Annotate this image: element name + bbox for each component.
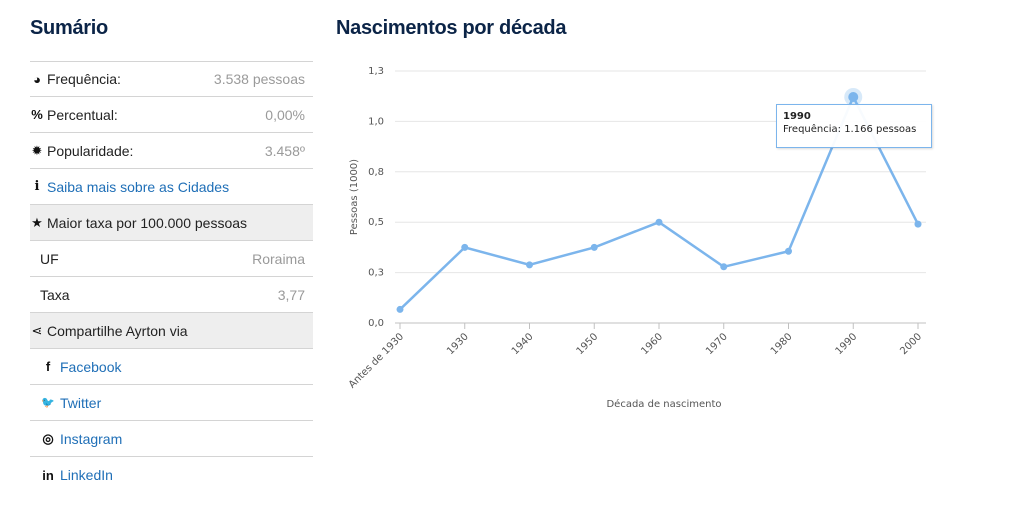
share-icon: ⋖ <box>31 322 43 338</box>
twitter-link[interactable]: Twitter <box>60 394 102 411</box>
births-chart: 0,0 0,3 0,5 0,8 1,0 1,3 Antes de 1930 1930 1940… <box>347 66 926 410</box>
percent-label: Percentual: <box>47 106 118 123</box>
data-point[interactable] <box>785 247 792 255</box>
share-header: Compartilhe Ayrton via <box>47 322 188 339</box>
popularity-value: 3.458º <box>264 142 305 159</box>
uf-value: Roraima <box>252 250 305 267</box>
taxa-value: 3,77 <box>277 286 305 303</box>
x-tick-label: 1970 <box>704 331 730 357</box>
data-point[interactable] <box>396 305 404 313</box>
popularity-row: ✹ Popularidade: 3.458º <box>30 133 313 169</box>
x-tick-label: 2000 <box>898 331 924 357</box>
x-tick-label: 1950 <box>575 331 601 357</box>
data-point[interactable] <box>720 263 728 271</box>
taxa-row: Taxa 3,77 <box>30 277 313 313</box>
instagram-icon: ◎ <box>42 430 54 446</box>
rate-header-row: ★ Maior taxa por 100.000 pessoas <box>30 205 313 241</box>
tooltip-text: Frequência: 1.166 pessoas <box>783 124 917 135</box>
info-icon: i <box>34 179 40 194</box>
uf-row: UF Roraima <box>30 241 313 277</box>
cities-info-link[interactable]: Saiba mais sobre as Cidades <box>47 178 230 195</box>
tooltip-title: 1990 <box>783 111 811 122</box>
linkedin-link[interactable]: LinkedIn <box>60 467 113 483</box>
percent-icon: % <box>31 107 43 122</box>
x-tick-label: 1980 <box>769 331 795 357</box>
summary-title: Sumário <box>30 17 108 39</box>
percent-row: % Percentual: 0,00% <box>30 97 313 133</box>
data-point[interactable] <box>655 218 663 226</box>
y-tick-label: 0,8 <box>368 167 384 178</box>
data-point[interactable] <box>848 91 859 102</box>
summary-table: ◕ Frequência: 3.538 pessoas % Percentual: … <box>30 61 313 493</box>
y-tick-label: 1,0 <box>368 116 384 127</box>
y-tick-label: 0,0 <box>368 318 384 329</box>
share-facebook[interactable]: f Facebook <box>30 349 313 385</box>
y-tick-label: 0,5 <box>368 217 384 228</box>
tachometer-icon: ◕ <box>33 71 41 87</box>
share-header-row: ⋖ Compartilhe Ayrton via <box>30 313 313 349</box>
x-tick-label: 1960 <box>639 331 665 357</box>
share-linkedin[interactable]: in LinkedIn <box>30 457 313 493</box>
data-point[interactable] <box>914 220 922 228</box>
linkedin-icon: in <box>42 467 54 483</box>
taxa-label: Taxa <box>40 286 70 303</box>
twitter-icon: 🐦 <box>41 397 55 409</box>
y-tick-label: 1,3 <box>368 66 384 77</box>
instagram-link[interactable]: Instagram <box>60 430 123 447</box>
star-icon: ★ <box>31 214 43 230</box>
data-point[interactable] <box>461 243 469 251</box>
facebook-icon: f <box>45 359 51 374</box>
data-point[interactable] <box>590 243 598 251</box>
percent-value: 0,00% <box>265 106 305 123</box>
uf-label: UF <box>40 250 59 267</box>
x-tick-label: 1990 <box>834 331 860 357</box>
x-axis-label: Década de nascimento <box>606 398 721 410</box>
x-tick-label: Antes de 1930 <box>347 331 406 390</box>
y-tick-label: 0,3 <box>368 268 384 279</box>
info-row: i Saiba mais sobre as Cidades <box>30 169 313 205</box>
certificate-icon: ✹ <box>31 142 43 158</box>
y-axis-label: Pessoas (1000) <box>349 159 360 235</box>
share-instagram[interactable]: ◎ Instagram <box>30 421 313 457</box>
frequency-row: ◕ Frequência: 3.538 pessoas <box>30 61 313 97</box>
chart-title: Nascimentos por década <box>336 17 567 39</box>
chart-tooltip: 1990 Frequência: 1.166 pessoas <box>776 104 932 148</box>
facebook-link[interactable]: Facebook <box>60 358 122 375</box>
rate-header: Maior taxa por 100.000 pessoas <box>47 214 248 231</box>
popularity-label: Popularidade: <box>47 142 134 159</box>
x-tick-label: 1930 <box>445 331 471 357</box>
share-twitter[interactable]: 🐦 Twitter <box>30 385 313 421</box>
frequency-label: Frequência: <box>47 71 121 87</box>
data-point[interactable] <box>526 261 533 269</box>
x-tick-label: 1940 <box>510 331 536 357</box>
frequency-value: 3.538 pessoas <box>213 71 305 87</box>
